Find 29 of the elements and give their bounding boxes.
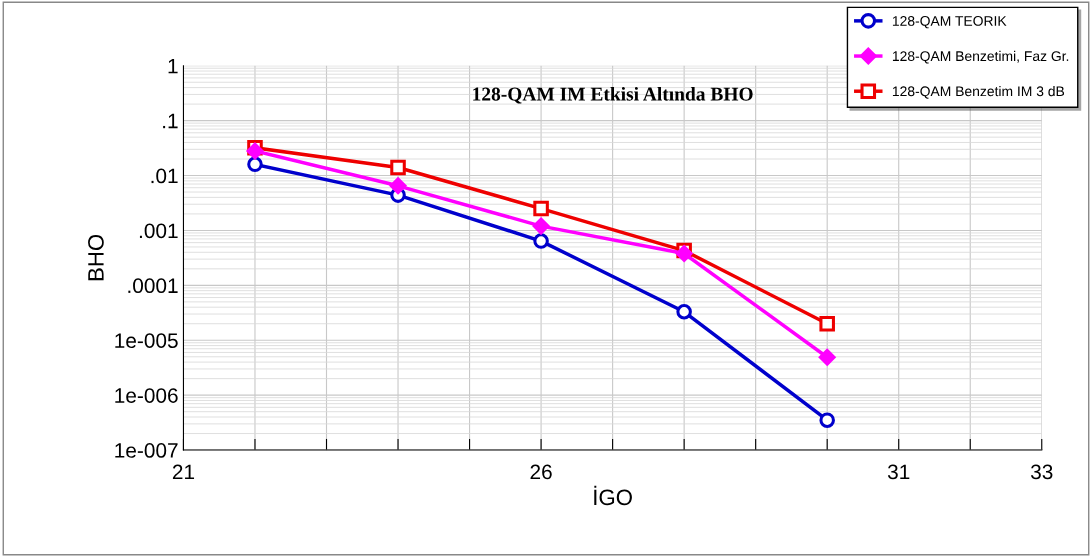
- point: [389, 177, 407, 195]
- x-tick-label: 33: [1030, 464, 1053, 480]
- legend-label: 128-QAM Benzetimi, Faz Gr.: [892, 50, 1069, 64]
- y-tick-label: .001: [139, 223, 178, 239]
- x-tick-label: 26: [530, 464, 552, 480]
- x-tick-label: 31: [887, 464, 910, 480]
- x-axis-title: İGO: [594, 485, 632, 506]
- point: [533, 233, 549, 249]
- legend-label: 128-QAM Benzetim IM 3 dB: [892, 86, 1065, 99]
- point: [818, 348, 836, 366]
- y-tick-label: .01: [151, 168, 178, 184]
- y-tick-label: .1: [163, 113, 178, 129]
- y-tick-label: .0001: [128, 278, 178, 294]
- point: [532, 217, 550, 235]
- legend-label: 128-QAM TEORIK: [892, 16, 1007, 29]
- text: 128-QAM IM Etkisi Altında BHO: [473, 86, 753, 104]
- point: [246, 142, 264, 160]
- y-axis-title: BHO: [88, 234, 104, 281]
- y-tick-label: 1: [168, 58, 178, 74]
- point: [819, 412, 835, 428]
- y-tick-label: 1e-007: [115, 443, 178, 458]
- x-tick-label: 21: [172, 464, 195, 480]
- point: [390, 159, 406, 176]
- point: [819, 315, 835, 332]
- point: [533, 200, 549, 217]
- y-tick-label: 1e-006: [115, 388, 178, 403]
- y-tick-label: 1e-005: [115, 333, 178, 348]
- point: [676, 304, 692, 320]
- point: [247, 156, 263, 173]
